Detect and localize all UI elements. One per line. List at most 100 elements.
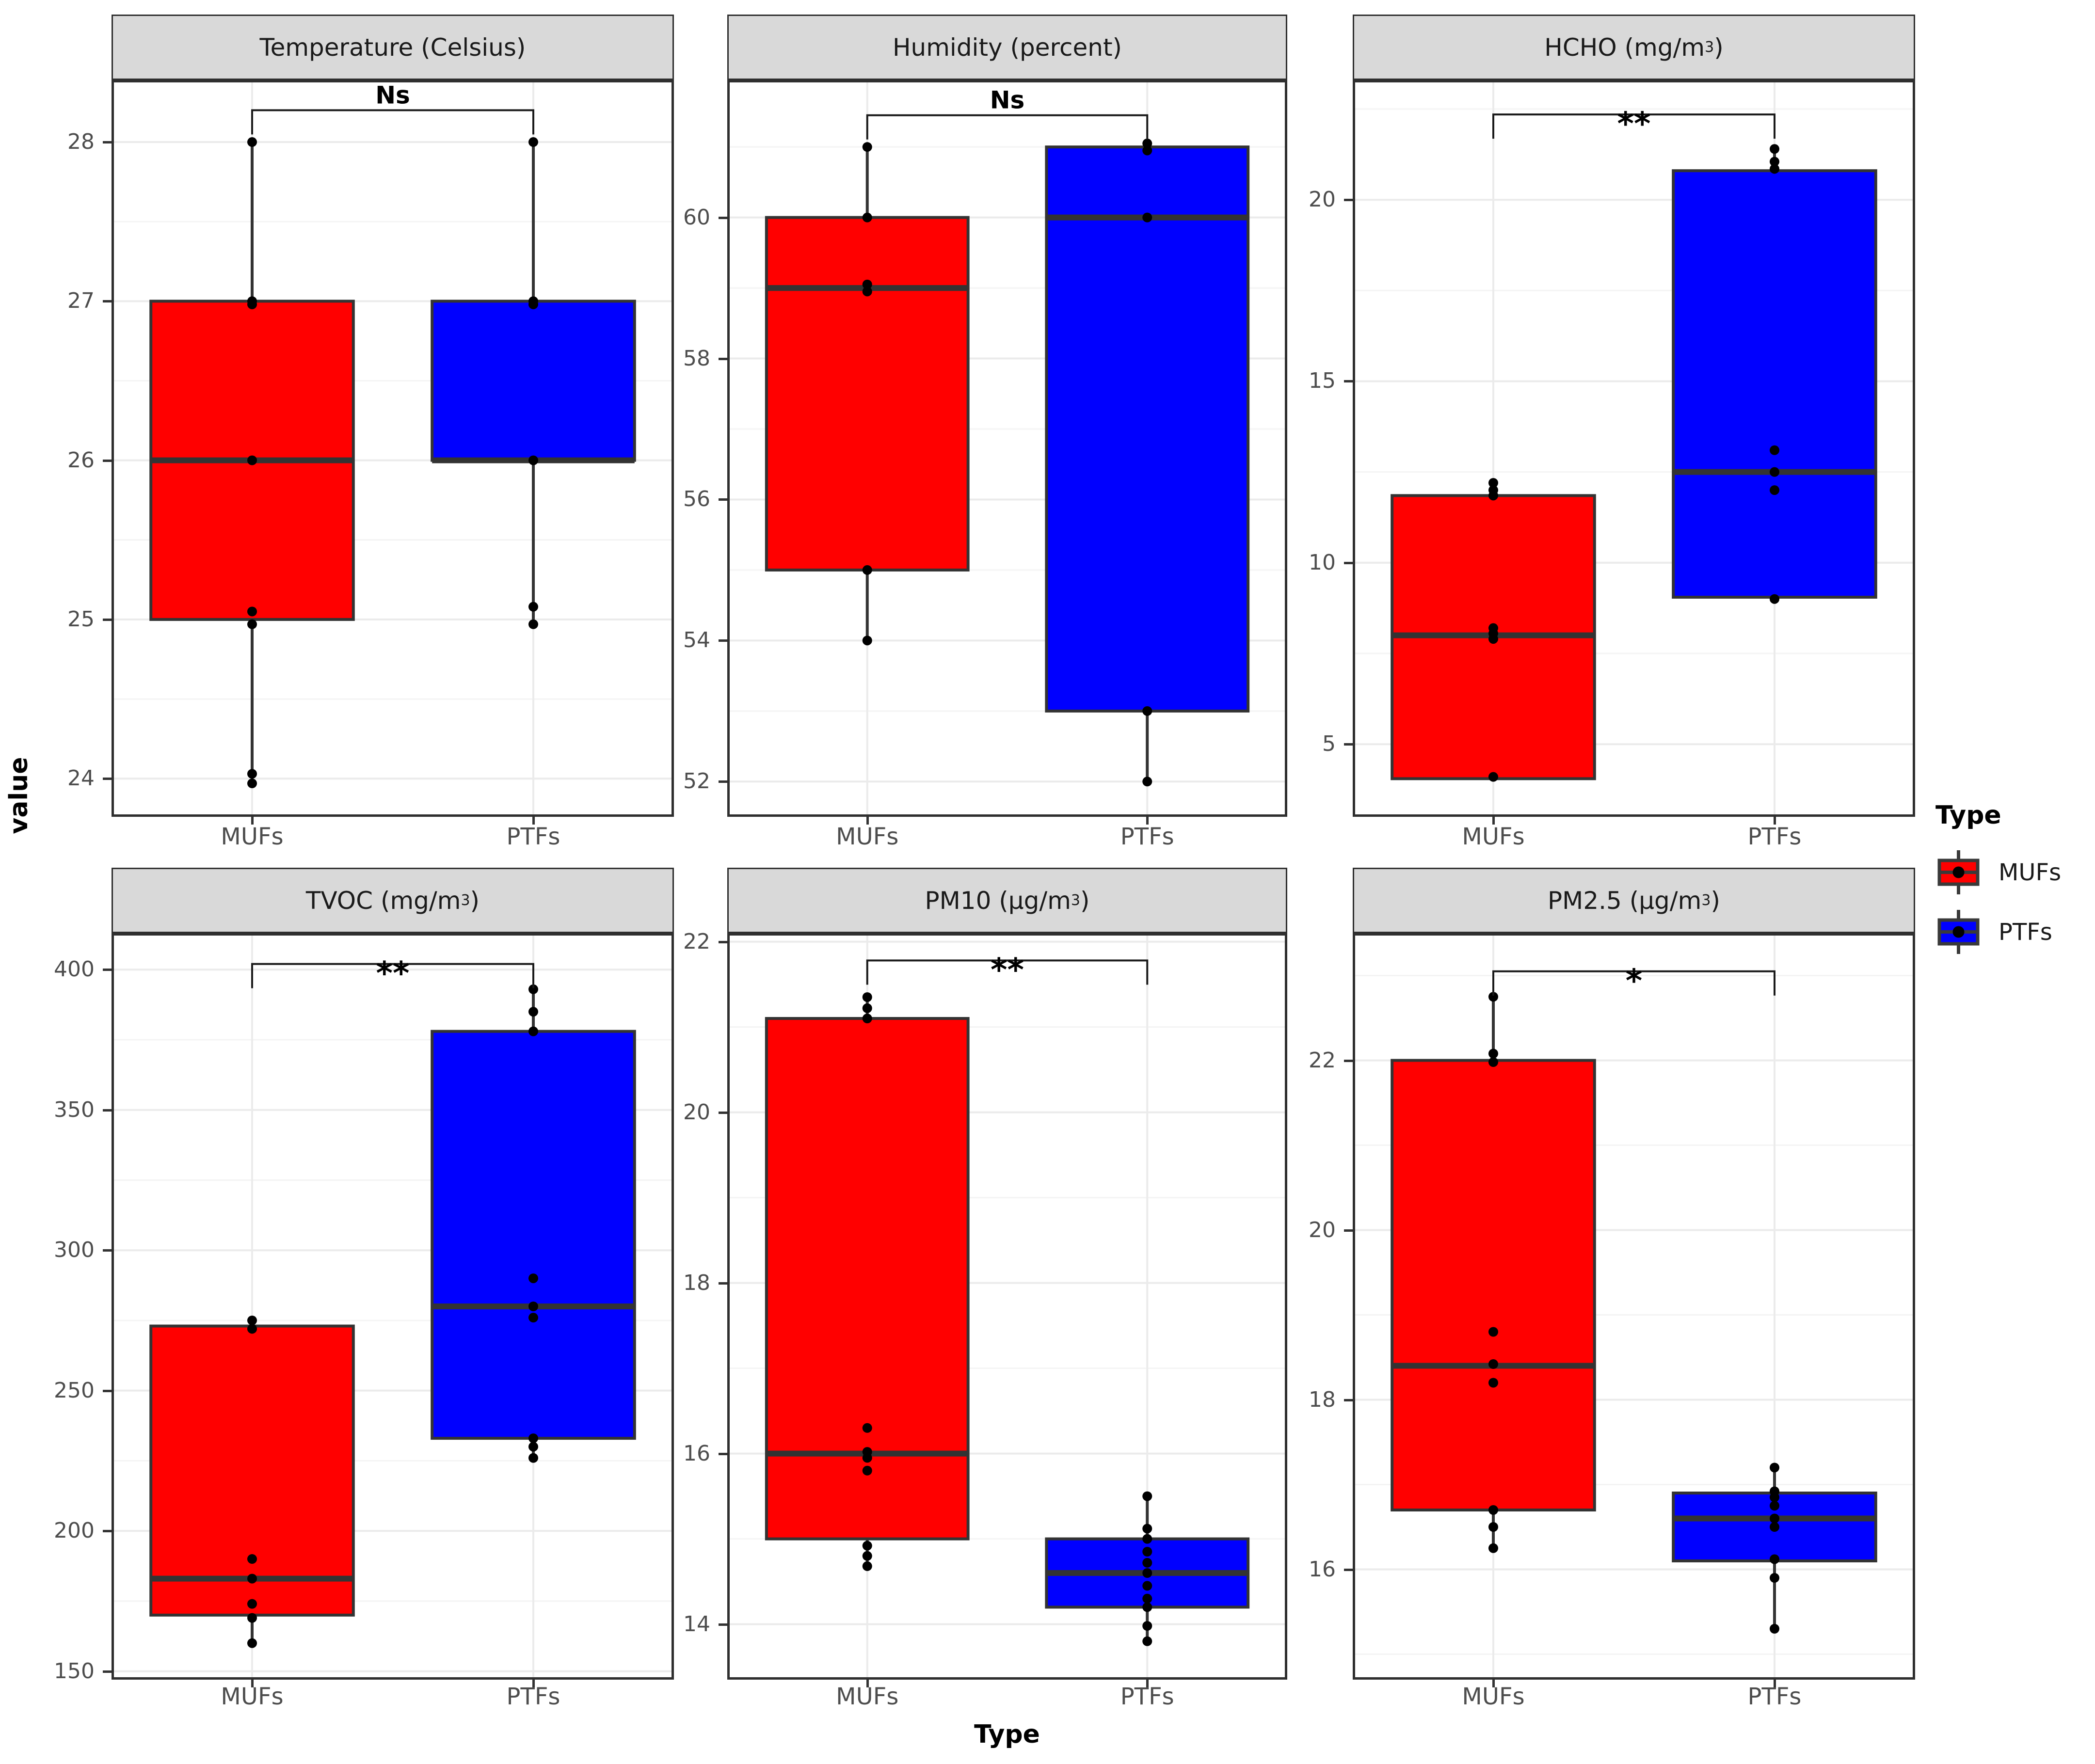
data-point (528, 1442, 538, 1452)
facet-title-post: ) (1711, 886, 1720, 915)
data-point (1142, 1547, 1152, 1557)
data-point (528, 984, 538, 994)
x-tick-label: PTFs (506, 823, 560, 850)
data-point (1488, 1049, 1498, 1059)
data-point (862, 1003, 872, 1013)
data-point (247, 1324, 257, 1334)
significance-bracket (1492, 113, 1775, 139)
data-point (247, 137, 257, 147)
facet-plot: Ns (112, 80, 674, 817)
data-point (1142, 1557, 1152, 1568)
data-point (862, 212, 872, 222)
y-tick-mark (103, 459, 112, 462)
data-point (862, 992, 872, 1002)
data-point (1142, 1602, 1152, 1612)
data-point (1142, 777, 1152, 787)
x-tick-mark (866, 817, 869, 825)
data-point (862, 1551, 872, 1561)
key-point (1952, 926, 1965, 938)
y-tick-label: 200 (54, 1518, 95, 1543)
data-point (247, 1638, 257, 1648)
data-point (247, 1613, 257, 1623)
panel-border (112, 933, 674, 1680)
y-tick-label: 26 (67, 447, 95, 473)
data-point (247, 299, 257, 309)
data-point (1488, 1057, 1498, 1067)
data-point (1488, 1359, 1498, 1369)
data-point (1488, 634, 1498, 644)
data-point (862, 1541, 872, 1551)
y-tick-label: 27 (67, 288, 95, 314)
y-tick-label: 350 (54, 1097, 95, 1122)
box-ptfs (1672, 169, 1877, 599)
facet-strip: Humidity (percent) (727, 15, 1287, 80)
significance-label: ** (1617, 105, 1650, 143)
significance-bracket (251, 109, 534, 135)
box-ptfs (431, 300, 636, 462)
facet-title: TVOC (mg/m (305, 886, 461, 915)
data-point (1488, 1543, 1498, 1553)
x-tick-label: PTFs (506, 1683, 560, 1710)
x-tick-label: PTFs (1120, 823, 1174, 850)
y-tick-label: 52 (683, 769, 710, 794)
data-point (1770, 445, 1779, 455)
y-tick-label: 150 (54, 1658, 95, 1684)
y-tick-label: 22 (683, 929, 710, 954)
data-point (1142, 145, 1152, 156)
data-point (528, 299, 538, 309)
y-tick-label: 400 (54, 957, 95, 982)
data-point (247, 455, 257, 465)
y-tick-label: 58 (683, 346, 710, 371)
x-tick-label: MUFs (221, 823, 284, 850)
legend: Type MUFs PTFs (1935, 801, 2061, 969)
data-point (862, 636, 872, 646)
facet-humidity: Humidity (percent) Ns (727, 15, 1287, 817)
facet-plot: ** (1353, 80, 1915, 817)
data-point (1770, 467, 1779, 477)
facet-pm10: PM10 (μg/m 3) ** (727, 868, 1287, 1680)
y-tick-mark (719, 216, 727, 219)
y-tick-label: 20 (683, 1099, 710, 1125)
x-tick-label: MUFs (1462, 1683, 1525, 1710)
x-tick-mark (866, 1680, 869, 1687)
y-tick-mark (103, 300, 112, 303)
y-tick-mark (103, 1389, 112, 1392)
facet-strip: PM10 (μg/m 3) (727, 868, 1287, 933)
data-point (528, 602, 538, 612)
y-tick-mark (103, 969, 112, 971)
data-point (1770, 1492, 1779, 1502)
y-tick-mark (719, 1282, 727, 1285)
facet-title: PM2.5 (μg/m (1548, 886, 1702, 915)
data-point (1770, 1513, 1779, 1524)
data-point (1770, 164, 1779, 174)
y-tick-label: 16 (683, 1441, 710, 1466)
data-point (1488, 478, 1498, 488)
significance-label: * (1626, 962, 1643, 1000)
significance-bracket (1492, 970, 1775, 996)
data-point (1488, 772, 1498, 782)
data-point (528, 1026, 538, 1036)
y-tick-label: 16 (1309, 1557, 1336, 1582)
facet-title-post: ) (470, 886, 480, 915)
x-tick-mark (1492, 1680, 1495, 1687)
data-point (1142, 1491, 1152, 1501)
significance-bracket (866, 959, 1149, 985)
data-point (862, 279, 872, 289)
y-tick-label: 25 (67, 606, 95, 632)
data-point (247, 1573, 257, 1584)
x-tick-label: PTFs (1747, 1683, 1802, 1710)
y-tick-label: 15 (1309, 368, 1336, 394)
data-point (862, 1014, 872, 1023)
facet-temperature: Temperature (Celsius) Ns (112, 15, 674, 817)
x-tick-mark (1774, 1680, 1776, 1687)
y-tick-mark (719, 639, 727, 642)
legend-item-ptfs: PTFs (1935, 909, 2061, 955)
y-tick-mark (1344, 380, 1353, 383)
facet-plot: ** (112, 933, 674, 1680)
y-axis-title: value (4, 757, 33, 834)
box-mufs (149, 1324, 355, 1617)
y-tick-mark (1344, 561, 1353, 564)
y-tick-mark (103, 778, 112, 780)
data-point (1142, 1636, 1152, 1646)
y-tick-label: 18 (683, 1270, 710, 1295)
